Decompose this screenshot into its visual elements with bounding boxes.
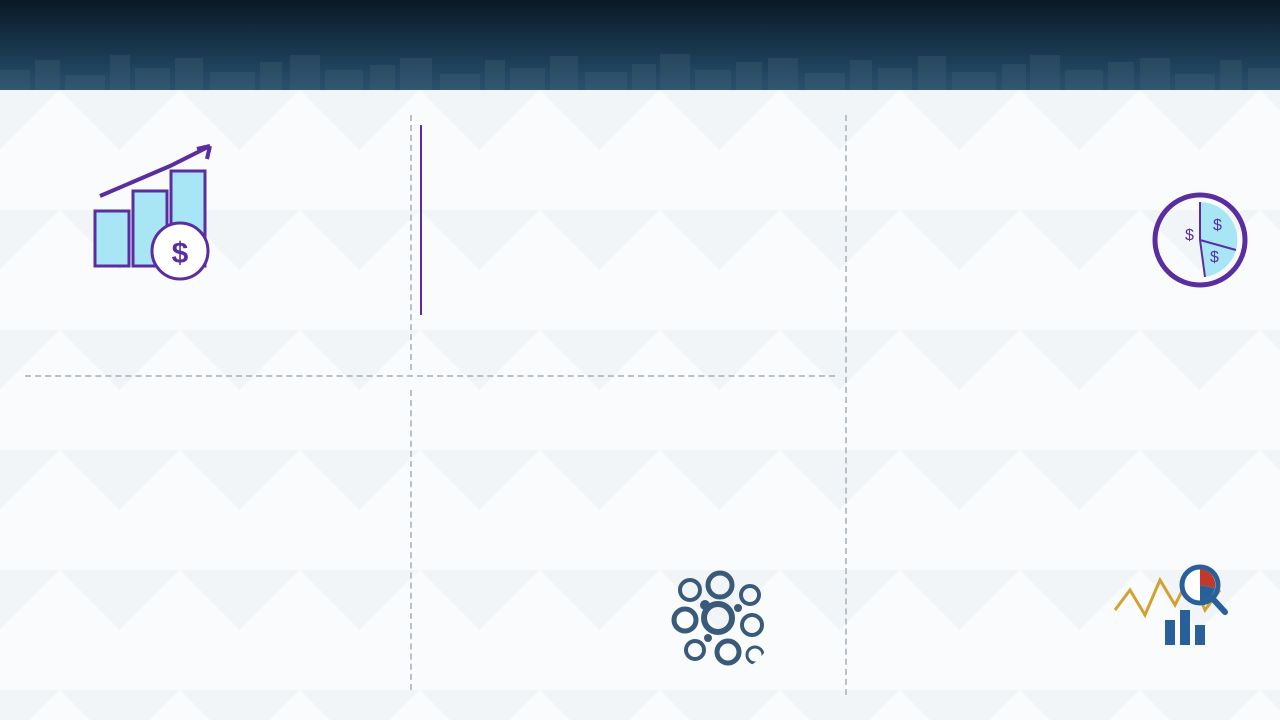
vertical-divider: [845, 115, 847, 695]
svg-text:$: $: [1213, 217, 1222, 234]
svg-text:$: $: [172, 237, 189, 270]
content-area: $ $ $ $: [0, 90, 1280, 720]
dynamics-panel: [430, 400, 810, 415]
svg-text:$: $: [1210, 249, 1219, 266]
page-header: [0, 0, 1280, 90]
horizontal-divider: [25, 375, 835, 377]
analytics-icon: [1110, 560, 1240, 650]
dollar-pie-icon: $ $ $: [1150, 190, 1250, 290]
opportunity-barchart: [420, 125, 820, 315]
players-panel: [870, 110, 1260, 122]
growth-panel: $: [35, 115, 405, 286]
vertical-divider: [410, 390, 412, 690]
city-skyline-icon: [0, 50, 1280, 90]
growth-chart-icon: $: [75, 141, 255, 281]
opportunity-panel: [420, 110, 820, 315]
svg-text:$: $: [1185, 227, 1194, 244]
regional-panel: [35, 400, 405, 415]
gears-sphere-icon: [660, 560, 780, 680]
vertical-divider: [410, 115, 412, 370]
